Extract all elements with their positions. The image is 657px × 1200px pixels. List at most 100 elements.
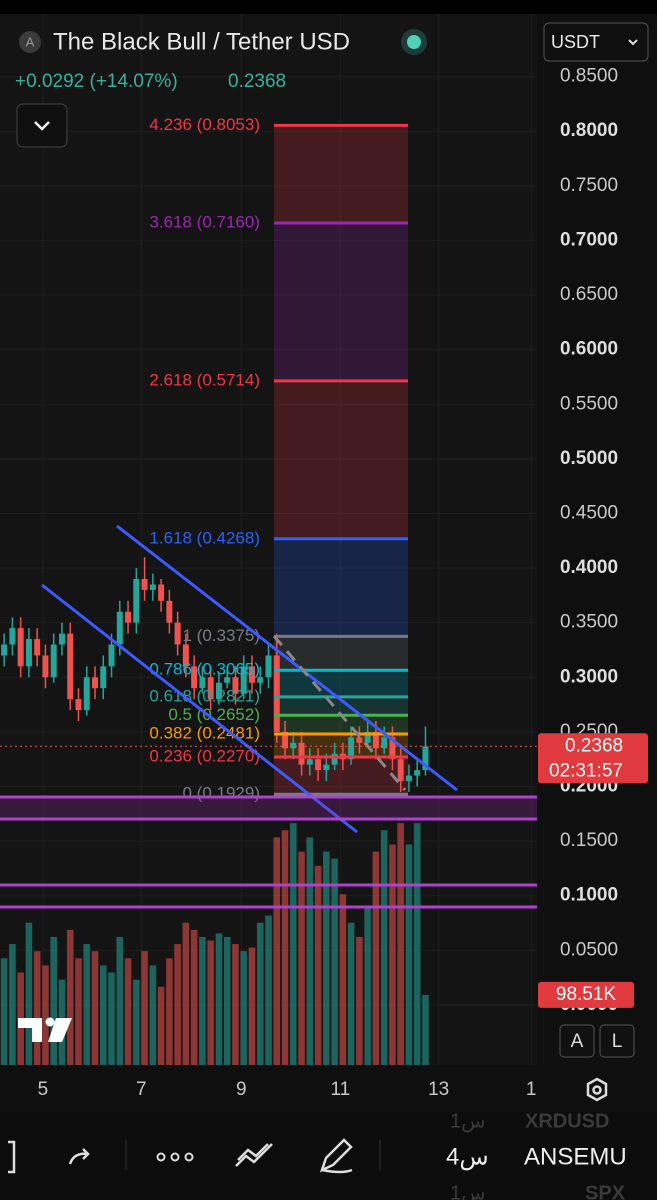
candle-body: [158, 584, 165, 601]
candle-body: [174, 622, 181, 645]
more-dot[interactable]: [156, 1152, 166, 1162]
redo-tool[interactable]: [68, 1148, 90, 1165]
candle-body: [25, 639, 32, 667]
auto-scale-label[interactable]: A: [571, 1031, 584, 1052]
volume-bar: [116, 936, 124, 1065]
candle-body: [282, 731, 289, 749]
volume-bar: [306, 837, 314, 1065]
volume-bar: [347, 922, 355, 1065]
volume-bar: [356, 936, 363, 1065]
volume-tag-value: 98.51K: [556, 984, 617, 1005]
y-tick-label: 0.1500: [560, 830, 618, 851]
volume-bar: [364, 908, 371, 1065]
candle-body: [381, 737, 388, 749]
volume-bar: [397, 823, 404, 1065]
fib-trend: [272, 635, 407, 791]
header-price: 0.2368: [228, 71, 286, 92]
logo-part: [48, 1018, 72, 1042]
volume-bar: [232, 944, 239, 1065]
badge: A: [26, 34, 35, 49]
symbol[interactable]: ANSEMU: [524, 1143, 627, 1170]
candle-body: [133, 578, 140, 623]
volume-tag: [538, 981, 634, 1008]
log-scale-label[interactable]: L: [612, 1031, 623, 1052]
y-tick-label: 0.5000: [560, 448, 618, 469]
candle-body: [298, 742, 305, 765]
x-tick-label: 1: [526, 1079, 537, 1100]
fib-label: 1.618 (0.4268): [149, 528, 260, 547]
volume-bar: [133, 979, 140, 1065]
fib-band: [274, 538, 408, 637]
volume-bar: [380, 830, 388, 1065]
y-tick-label: 0.5500: [560, 393, 618, 414]
trend-tool[interactable]: [235, 1143, 273, 1167]
more-dot[interactable]: [170, 1152, 180, 1162]
plot: 4.236 (0.8053) 3.618 (0.7160) 2.618 (0.571…: [0, 14, 537, 1065]
currency[interactable]: USDT: [551, 32, 600, 52]
volume-bar: [141, 951, 148, 1065]
fib-band: [274, 670, 408, 697]
fib-label: 1 (0.3375): [183, 626, 261, 645]
candle-body: [166, 600, 173, 623]
y-tick-label: 0.8500: [560, 66, 618, 87]
fib-band: [274, 222, 408, 381]
fib-band: [274, 696, 408, 716]
header: A The Black Bull / Tether USD +0.0292 (+…: [15, 22, 649, 148]
chevron: [628, 39, 638, 46]
overlay: 0.8500 0.8000 0.7500 0.7000 0.6500 0.6000 0.55…: [0, 66, 648, 1100]
candle-body: [125, 611, 132, 623]
chevron-down: [34, 121, 50, 131]
candle-body: [42, 655, 49, 678]
candle-body: [149, 584, 156, 590]
volume-bar: [157, 986, 165, 1065]
candle-body: [116, 611, 123, 645]
y-tick-label: 0.3500: [560, 612, 618, 633]
candle-body: [331, 753, 338, 765]
volume-bar: [265, 915, 272, 1065]
volume-bar: [405, 844, 413, 1065]
candle-body: [265, 655, 272, 678]
more-dot[interactable]: [184, 1152, 194, 1162]
candle-body: [356, 737, 363, 743]
candle-body: [405, 775, 412, 782]
crosshair-tool[interactable]: [8, 1140, 16, 1174]
fib-label: 0.786 (0.3065): [149, 660, 260, 679]
symbol-title[interactable]: The Black Bull / Tether USD: [53, 28, 350, 55]
y-tick-label: 0.7500: [560, 175, 618, 196]
candle-body: [364, 731, 371, 743]
fib-label: 0.618 (0.2821): [149, 686, 260, 705]
candle-body: [50, 644, 57, 678]
volume-bar: [108, 972, 115, 1065]
volume-bar: [223, 936, 231, 1065]
y-tick-label: 0.3000: [560, 666, 618, 687]
candle-body: [1, 644, 8, 656]
candle-body: [141, 578, 148, 590]
candle-body: [348, 737, 355, 760]
currency-select[interactable]: [543, 22, 649, 62]
volume-bar: [75, 958, 82, 1065]
settings-button[interactable]: [586, 1077, 608, 1102]
interval[interactable]: 4س: [446, 1143, 489, 1170]
price-tag: [538, 733, 648, 784]
log-scale-button[interactable]: [599, 1024, 635, 1058]
logo-part: [45, 1017, 55, 1027]
faded-interval: 1س: [450, 1110, 486, 1132]
candle-body: [9, 628, 16, 645]
volume-bar: [273, 837, 281, 1065]
status-dot: [407, 35, 421, 49]
volume-bar: [99, 965, 107, 1065]
fib-label: 0.236 (0.2270): [149, 746, 260, 765]
brush-tool[interactable]: [319, 1138, 353, 1174]
candle-body: [17, 628, 24, 667]
volume-bar: [339, 894, 347, 1065]
fib-label: 3.618 (0.7160): [149, 212, 260, 231]
zone: [0, 797, 537, 819]
volume-bar: [149, 965, 157, 1065]
volume-bar: [207, 940, 214, 1065]
volume-bar: [314, 865, 322, 1065]
change: +0.0292 (+14.07%): [15, 71, 178, 92]
candle-body: [248, 666, 255, 683]
collapse-button[interactable]: [16, 103, 68, 148]
auto-scale-button[interactable]: [559, 1024, 595, 1058]
